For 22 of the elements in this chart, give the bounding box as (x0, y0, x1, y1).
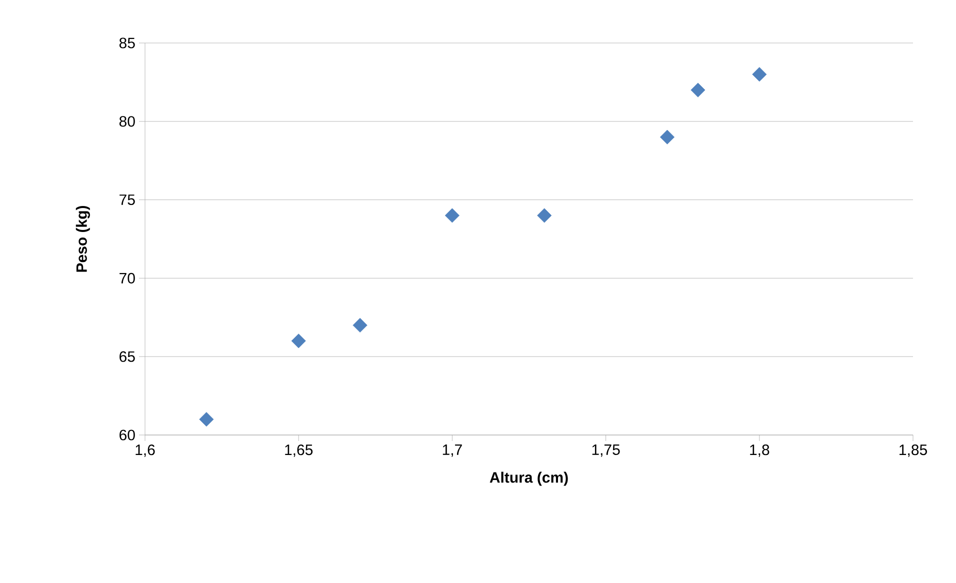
y-tick-label: 80 (119, 116, 135, 127)
point (690, 82, 706, 98)
point (352, 318, 368, 333)
y-tick-label: 70 (120, 272, 135, 284)
point (752, 67, 767, 82)
x-tick-label: 1,7 (442, 444, 462, 457)
x-axis-title: Altura (cm) (490, 472, 568, 486)
x-tick-label: 1,6 (136, 444, 155, 457)
y-tick-label: 65 (120, 351, 135, 362)
point (660, 130, 675, 144)
y-tick-label: 75 (120, 194, 135, 206)
point (537, 208, 552, 223)
y-tick-label: 85 (119, 38, 135, 48)
point (444, 208, 460, 223)
y-tick-label: 60 (120, 430, 135, 440)
point (199, 412, 214, 427)
x-tick-label: 1,85 (900, 444, 927, 457)
x-tick-label: 1,65 (285, 444, 313, 457)
y-axis-title: Peso (kg) (76, 206, 90, 272)
x-tick-label: 1,8 (750, 444, 770, 457)
point (291, 334, 306, 348)
x-tick-label: 1,75 (592, 444, 620, 457)
